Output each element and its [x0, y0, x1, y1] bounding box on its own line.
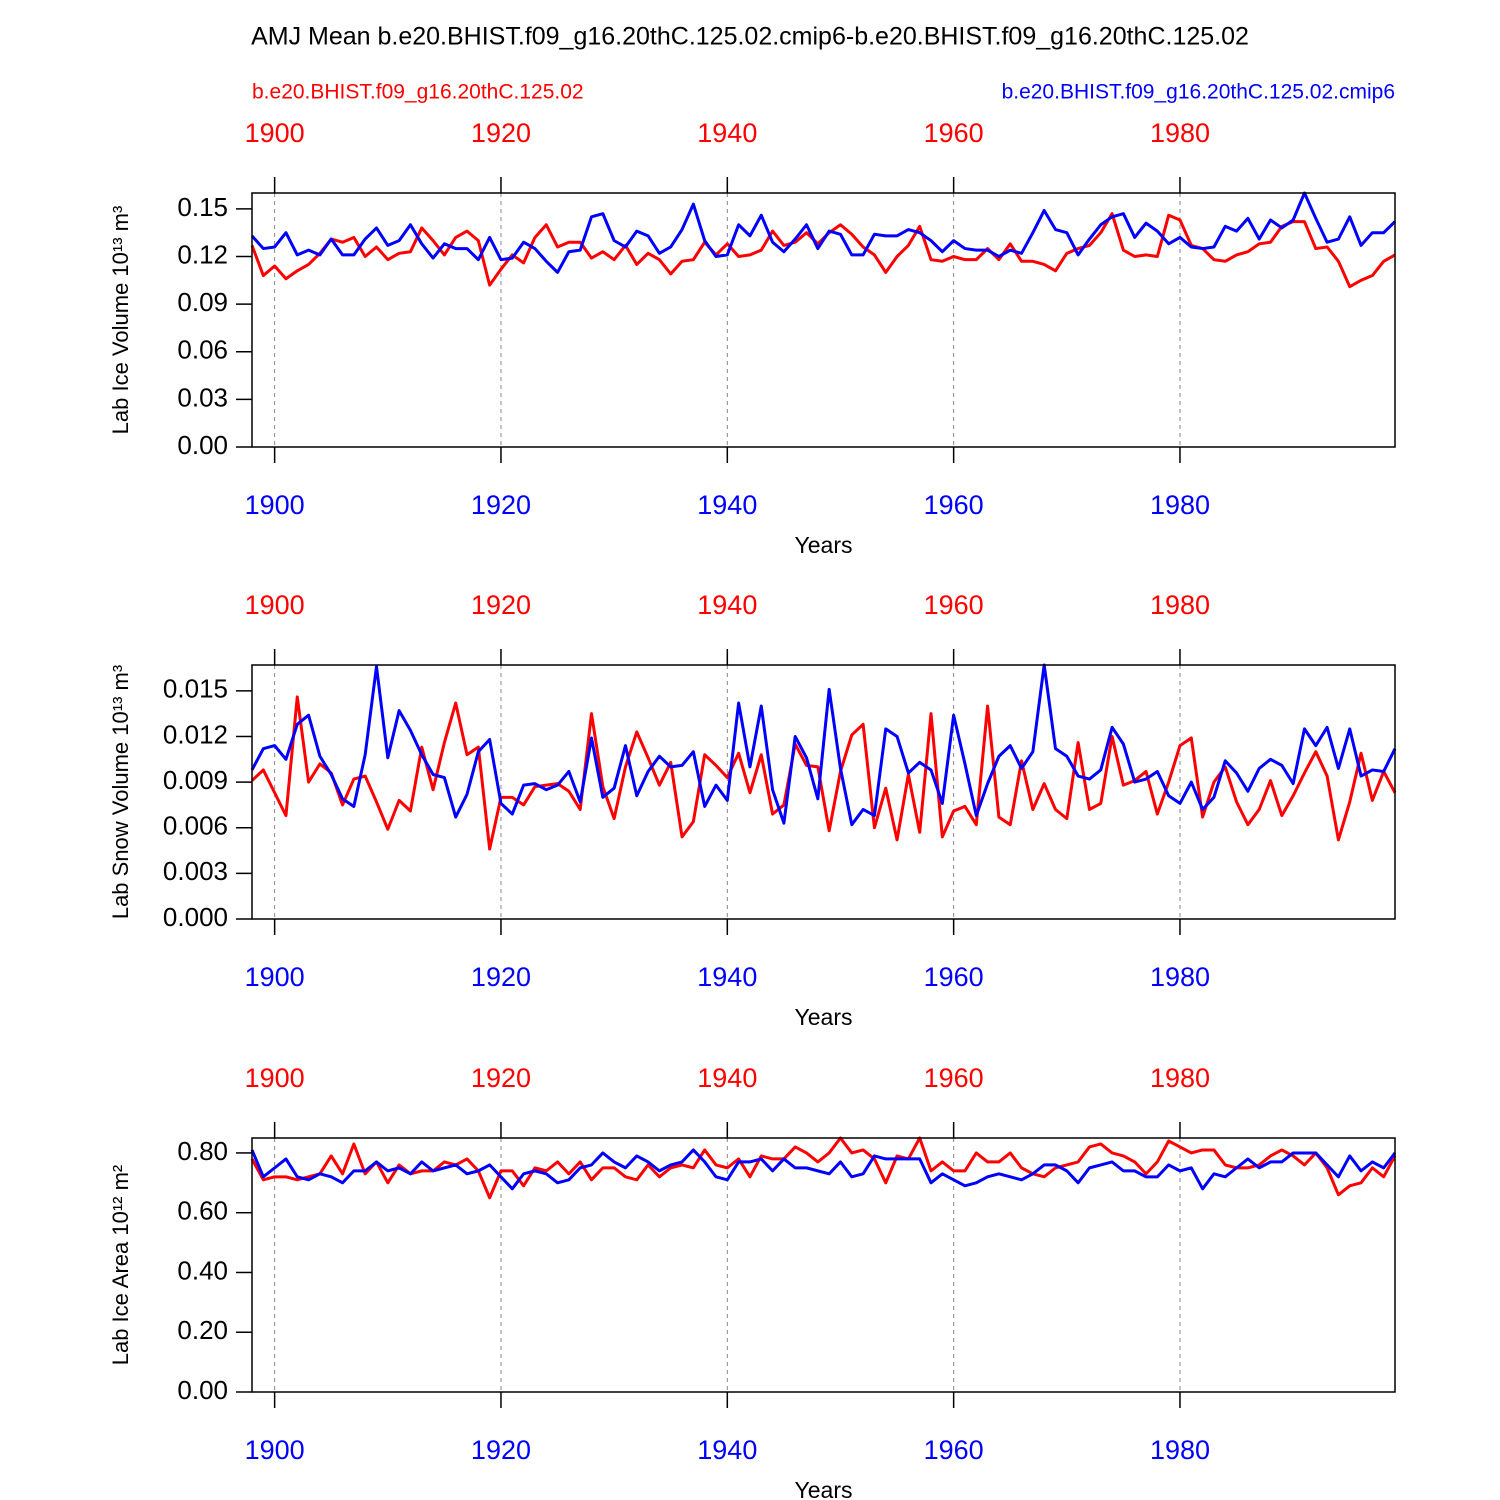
y-tick-label: 0.009: [163, 765, 228, 795]
bottom-x-tick-label: 1900: [245, 490, 305, 520]
bottom-x-tick-label: 1900: [245, 962, 305, 992]
legend-label: b.e20.BHIST.f09_g16.20thC.125.02.cmip6: [1002, 81, 1395, 104]
top-x-tick-label: 1920: [471, 590, 531, 620]
top-x-tick-label: 1900: [245, 118, 305, 148]
top-x-tick-label: 1900: [245, 590, 305, 620]
series-line: [250, 191, 1397, 274]
series-line: [250, 1148, 1397, 1191]
top-x-tick-label: 1980: [1150, 590, 1210, 620]
y-tick-label: 0.60: [177, 1196, 228, 1226]
y-tick-label: 0.012: [163, 719, 228, 749]
y-axis-label: Lab Ice Volume 10¹³ m³: [108, 206, 133, 435]
y-tick-label: 0.80: [177, 1136, 228, 1166]
y-tick-label: 0.15: [177, 192, 228, 222]
y-tick-label: 0.003: [163, 856, 228, 886]
plot-frame: [251, 192, 1396, 448]
top-x-tick-label: 1960: [924, 1063, 984, 1093]
top-x-tick-label: 1940: [697, 590, 757, 620]
y-tick-label: 0.12: [177, 239, 228, 269]
y-axis-label: Lab Ice Area 10¹² m²: [108, 1165, 133, 1366]
y-tick-label: 0.40: [177, 1255, 228, 1285]
top-x-tick-label: 1900: [245, 1063, 305, 1093]
y-tick-label: 0.00: [177, 430, 228, 460]
y-tick-label: 0.06: [177, 335, 228, 365]
y-axis-label: Lab Snow Volume 10¹³ m³: [108, 665, 133, 919]
x-axis-label: Years: [795, 532, 853, 558]
top-x-tick-label: 1940: [697, 1063, 757, 1093]
plot-frame: [251, 664, 1396, 920]
bottom-x-tick-label: 1920: [471, 490, 531, 520]
bottom-x-tick-label: 1940: [697, 962, 757, 992]
bottom-x-tick-label: 1960: [924, 962, 984, 992]
bottom-x-tick-label: 1980: [1150, 962, 1210, 992]
y-tick-label: 0.000: [163, 902, 228, 932]
series-line: [250, 212, 1396, 289]
bottom-x-tick-label: 1920: [471, 962, 531, 992]
y-tick-label: 0.20: [177, 1315, 228, 1345]
bottom-x-tick-label: 1940: [697, 1435, 757, 1465]
x-axis-label: Years: [795, 1477, 853, 1500]
bottom-x-tick-label: 1980: [1150, 490, 1210, 520]
top-x-tick-label: 1960: [924, 118, 984, 148]
legend-label: b.e20.BHIST.f09_g16.20thC.125.02: [252, 81, 584, 104]
top-x-tick-label: 1960: [924, 590, 984, 620]
bottom-x-tick-label: 1900: [245, 1435, 305, 1465]
y-tick-label: 0.03: [177, 382, 228, 412]
bottom-x-tick-label: 1960: [924, 490, 984, 520]
plot-frame: [251, 1137, 1396, 1393]
top-x-tick-label: 1920: [471, 118, 531, 148]
series-line: [250, 1136, 1397, 1200]
series-line: [250, 663, 1397, 827]
y-tick-label: 0.00: [177, 1375, 228, 1405]
top-x-tick-label: 1940: [697, 118, 757, 148]
top-x-tick-label: 1980: [1150, 1063, 1210, 1093]
top-x-tick-label: 1980: [1150, 118, 1210, 148]
y-tick-label: 0.015: [163, 674, 228, 704]
x-axis-label: Years: [795, 1004, 853, 1030]
bottom-x-tick-label: 1920: [471, 1435, 531, 1465]
top-x-tick-label: 1920: [471, 1063, 531, 1093]
y-tick-label: 0.09: [177, 287, 228, 317]
bottom-x-tick-label: 1980: [1150, 1435, 1210, 1465]
bottom-x-tick-label: 1940: [697, 490, 757, 520]
series-line: [250, 695, 1397, 851]
y-tick-label: 0.006: [163, 811, 228, 841]
figure-title: AMJ Mean b.e20.BHIST.f09_g16.20thC.125.0…: [251, 23, 1249, 51]
bottom-x-tick-label: 1960: [924, 1435, 984, 1465]
